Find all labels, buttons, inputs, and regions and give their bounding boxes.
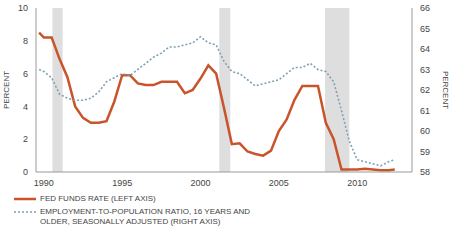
html-text:FED FUNDS RATE (LEFT AXIS): FED FUNDS RATE (LEFT AXIS) — [40, 194, 156, 203]
svg-text:65: 65 — [420, 24, 430, 34]
svg-text:10: 10 — [18, 3, 28, 13]
svg-text:2005: 2005 — [269, 178, 289, 188]
svg-text:61: 61 — [420, 106, 430, 116]
svg-text:66: 66 — [420, 3, 430, 13]
svg-text:64: 64 — [420, 44, 430, 54]
svg-text:59: 59 — [420, 147, 430, 157]
svg-text:8: 8 — [23, 36, 28, 46]
svg-text:1995: 1995 — [112, 178, 132, 188]
svg-text:6: 6 — [23, 69, 28, 79]
svg-text:2: 2 — [23, 134, 28, 144]
svg-text:58: 58 — [420, 167, 430, 177]
svg-text:4: 4 — [23, 102, 28, 112]
svg-text:2010: 2010 — [347, 178, 367, 188]
svg-text:PERCENT: PERCENT — [8, 71, 11, 109]
html-text:EMPLOYMENT-TO-POPULATION RATIO: EMPLOYMENT-TO-POPULATION RATIO, 16 YEARS… — [40, 207, 251, 226]
svg-text:63: 63 — [420, 65, 430, 75]
svg-text:60: 60 — [420, 126, 430, 136]
svg-text:0: 0 — [23, 167, 28, 177]
svg-text:1990: 1990 — [34, 178, 54, 188]
svg-text:2000: 2000 — [190, 178, 210, 188]
svg-text:62: 62 — [420, 85, 430, 95]
svg-text:PERCENT: PERCENT — [441, 71, 448, 109]
